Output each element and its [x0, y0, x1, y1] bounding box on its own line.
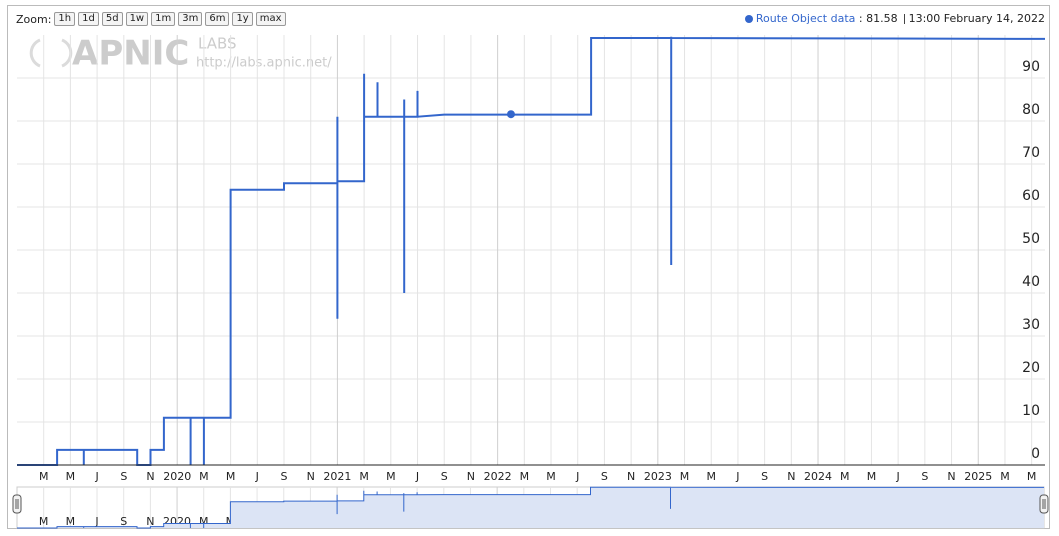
- x-tick-label: J: [896, 470, 900, 483]
- zoom-button[interactable]: 3m: [178, 12, 203, 26]
- x-tick-label: N: [787, 470, 795, 483]
- y-tick-label: 90: [1022, 59, 1040, 75]
- legend-time: 13:00 February 14, 2022: [903, 13, 1045, 24]
- zoom-button[interactable]: 1w: [125, 12, 149, 26]
- watermark-brand: APNIC: [72, 34, 189, 74]
- x-tick-label: M: [199, 515, 209, 528]
- x-tick-label: 2024: [804, 470, 832, 483]
- y-tick-label: 80: [1022, 102, 1040, 118]
- x-tick-label: J: [735, 470, 739, 483]
- x-tick-label: M: [226, 470, 236, 483]
- x-tick-label: M: [199, 470, 209, 483]
- zoom-button[interactable]: 5d: [101, 12, 123, 26]
- x-tick-label: 2025: [964, 470, 992, 483]
- x-tick-label: N: [146, 470, 154, 483]
- x-tick-label: M: [1000, 470, 1010, 483]
- y-tick-label: 30: [1022, 317, 1040, 333]
- legend-dot: [744, 14, 753, 23]
- x-tick-label: S: [120, 470, 127, 483]
- x-tick-label: M: [1027, 470, 1037, 483]
- y-tick-label: 0: [1031, 446, 1040, 462]
- series-line: [17, 36, 1046, 466]
- zoom-button[interactable]: 1m: [151, 12, 176, 26]
- x-tick-label: N: [947, 470, 955, 483]
- y-tick-label: 20: [1022, 360, 1040, 376]
- x-tick-label: M: [66, 515, 76, 528]
- watermark: [29, 38, 73, 68]
- zoom-bar: Zoom: 1h 1d 5d 1w 1m 3m 6m 1y max: [16, 12, 286, 26]
- highlight-point: [506, 110, 515, 119]
- x-tick-label: M: [840, 470, 850, 483]
- watermark-url: http://labs.apnic.net/: [196, 56, 332, 71]
- y-tick-label: 60: [1022, 188, 1040, 204]
- x-tick-label: S: [281, 470, 288, 483]
- x-tick-label: 2020: [163, 470, 191, 483]
- zoom-button[interactable]: max: [255, 12, 286, 26]
- zoom-button[interactable]: 6m: [205, 12, 230, 26]
- x-tick-label: N: [627, 470, 635, 483]
- x-tick-label: M: [66, 470, 76, 483]
- x-tick-label: J: [255, 470, 259, 483]
- navigator-line: [17, 486, 1045, 529]
- zoom-button[interactable]: 1d: [78, 12, 99, 26]
- x-tick-label: J: [94, 515, 98, 528]
- legend-value: 81.58: [855, 12, 898, 25]
- x-tick-label: N: [467, 470, 475, 483]
- zoom-button[interactable]: 1y: [232, 12, 253, 26]
- watermark-labs: LABS: [198, 35, 237, 53]
- zoom-label: Zoom:: [16, 12, 52, 26]
- x-tick-label: N: [307, 470, 315, 483]
- x-tick-label: J: [575, 470, 579, 483]
- x-tick-label: S: [761, 470, 768, 483]
- legend: Route Object data 81.58 13:00 February 1…: [744, 12, 1045, 25]
- y-tick-label: 70: [1022, 145, 1040, 161]
- x-tick-label: 2022: [484, 470, 512, 483]
- zoom-button[interactable]: 1h: [54, 12, 76, 26]
- x-tick-label: N: [146, 515, 154, 528]
- navigator-area: [17, 487, 1044, 528]
- logo-arc: [61, 38, 73, 68]
- navigator-handle[interactable]: [12, 494, 22, 514]
- y-tick-label: 50: [1022, 231, 1040, 247]
- x-tick-label: S: [601, 470, 608, 483]
- x-tick-label: M: [706, 470, 716, 483]
- x-tick-label: M: [867, 470, 877, 483]
- x-tick-label: 2021: [323, 470, 351, 483]
- x-tick-label: M: [680, 470, 690, 483]
- x-tick-label: S: [120, 515, 127, 528]
- x-tick-label: M: [39, 515, 49, 528]
- x-tick-label: M: [359, 470, 369, 483]
- y-tick-label: 10: [1022, 403, 1040, 419]
- x-tick-label: J: [94, 470, 98, 483]
- x-tick-label: M: [39, 470, 49, 483]
- x-tick-label: S: [441, 470, 448, 483]
- x-tick-label: M: [546, 470, 556, 483]
- x-tick-label: S: [921, 470, 928, 483]
- x-tick-label: M: [520, 470, 530, 483]
- logo-arc: [29, 38, 41, 68]
- navigator-handle[interactable]: [1039, 494, 1049, 514]
- x-tick-label: M: [386, 470, 396, 483]
- y-tick-label: 40: [1022, 274, 1040, 290]
- x-tick-label: J: [415, 470, 419, 483]
- x-tick-label: 2023: [644, 470, 672, 483]
- legend-series: Route Object data: [755, 12, 856, 25]
